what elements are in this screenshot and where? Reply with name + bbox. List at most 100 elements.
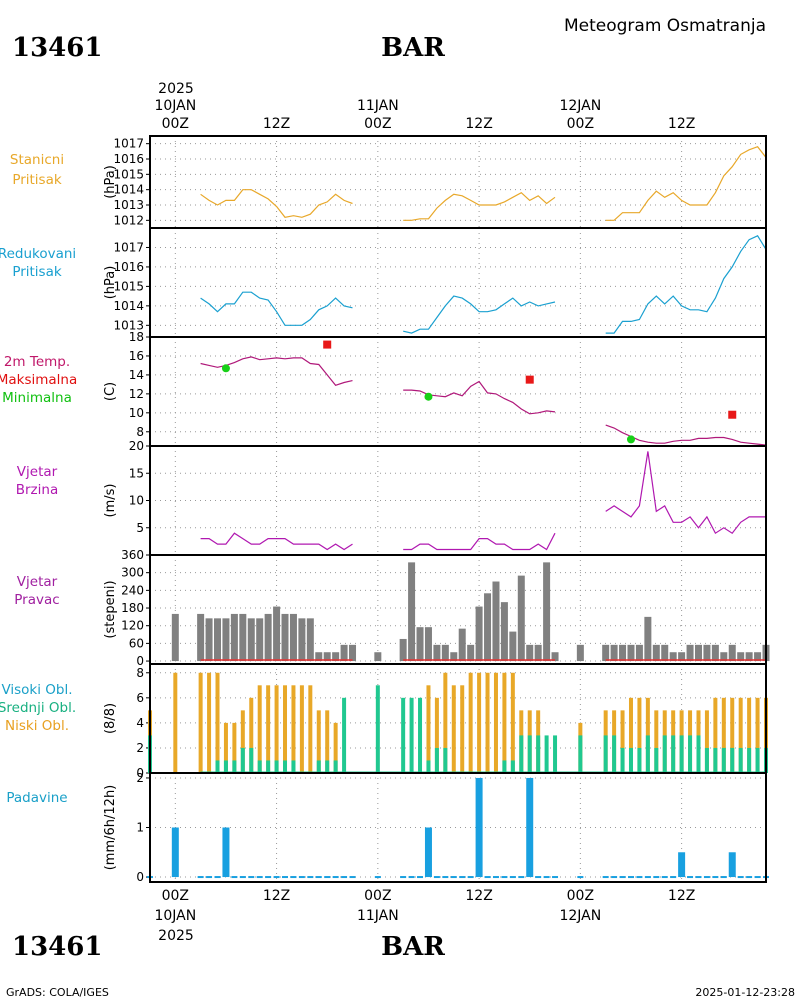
low-cloud-bar [755,697,760,773]
low-cloud-bar [173,672,178,773]
mid-cloud-bar [628,747,633,773]
mid-cloud-bar [291,760,296,773]
low-cloud-bar [333,722,338,773]
direction-bar [619,644,627,662]
ytick-label: 10 [129,406,144,420]
series-line-1 [200,189,353,218]
parameter-label: 2m Temp. [4,354,70,370]
low-cloud-bar [468,672,473,773]
direction-bar [467,644,475,662]
ytick-label: 1014 [113,183,144,197]
station-name-bottom: BAR [381,932,445,962]
mid-cloud-bar [544,735,549,773]
series-line-2 [403,191,556,221]
direction-bar [315,652,323,662]
parameter-label: Redukovani [0,246,76,262]
panel-oblaci: 0 2 4 6 8 (8/8) Visoki Obl. Srednji Obl. Niski O… [0,663,768,780]
max-marker [525,375,534,384]
ytick-label: 1015 [113,167,144,181]
low-cloud-bar [620,710,625,773]
direction-bar [678,652,686,662]
low-cloud-bar [257,685,262,773]
low-cloud-bar [223,722,228,773]
direction-bar [264,613,272,662]
ytick-label: 180 [121,601,144,615]
mid-cloud-bar [215,760,220,773]
y-axis-label: (hPa) [103,165,118,199]
direction-bar [399,638,407,662]
mid-cloud-bar [620,747,625,773]
mid-cloud-bar [257,760,262,773]
timestamp: 2025-01-12-23:28 [695,986,795,999]
mid-cloud-bar [747,747,752,773]
mid-cloud-bar [662,735,667,773]
low-cloud-bar [215,672,220,773]
direction-bar [703,644,711,662]
direction-bar [441,644,449,662]
mid-cloud-bar [333,760,338,773]
series-line-2 [403,295,556,334]
low-cloud-bar [283,685,288,773]
station-name-top: BAR [381,33,445,63]
low-cloud-bar [249,697,254,773]
low-cloud-bar [325,710,330,773]
low-cloud-bar [299,685,304,773]
direction-bar [686,644,694,662]
bottom-date-label: 12JAN [559,908,601,924]
top-date-label: 11JAN [357,98,399,114]
direction-bar [306,618,314,662]
ytick-label: 1013 [113,318,144,332]
direction-bar [543,562,551,662]
panel-temperatura: 8 10 12 14 16 18 (C) 2m Temp. Maksimalna Minimaln… [0,330,767,447]
top-hour-label: 12Z [668,116,695,132]
panel-frame [149,772,767,883]
ytick-label: 12 [129,387,144,401]
direction-bar [754,652,762,662]
direction-bar [711,644,719,662]
direction-bar [745,652,753,662]
ytick-label: 0 [136,766,144,780]
ytick-label: 360 [121,548,144,562]
low-cloud-bar [730,697,735,773]
mid-cloud-bar [325,760,330,773]
low-cloud-bar [207,672,212,773]
series-line-3 [605,235,767,334]
top-hour-label: 00Z [364,116,391,132]
direction-bar [247,618,255,662]
precip-bar [424,827,432,878]
top-date-label: 12JAN [559,98,601,114]
mid-cloud-bar [434,747,439,773]
ytick-label: 2 [136,771,144,785]
low-cloud-bar [654,710,659,773]
direction-bar [484,593,492,662]
direction-bar [281,613,289,662]
series-line-1 [200,532,353,551]
direction-bar [669,652,677,662]
mid-cloud-bar [375,685,380,773]
mid-cloud-bar [418,697,423,773]
ytick-label: 4 [136,716,144,730]
top-year: 2025 [158,81,194,97]
mid-cloud-bar [223,760,228,773]
direction-bar [323,652,331,662]
direction-bar [728,644,736,662]
mid-cloud-bar [637,747,642,773]
mid-cloud-bar [274,760,279,773]
mid-cloud-bar [502,760,507,773]
mid-cloud-bar [536,735,541,773]
parameter-label: Pritisak [12,172,62,188]
panel-frame [149,135,767,229]
direction-bar [610,644,618,662]
direction-bar [627,644,635,662]
direction-bar [408,562,416,662]
parameter-label: Vjetar [17,574,58,590]
mid-cloud-bar [688,735,693,773]
mid-cloud-bar [240,747,245,773]
direction-bar [720,652,728,662]
direction-bar [424,627,432,662]
direction-bar [289,613,297,662]
precip-bar [475,777,483,878]
low-cloud-bar [721,697,726,773]
credit: GrADS: COLA/IGES [6,986,109,999]
mid-cloud-bar [527,735,532,773]
